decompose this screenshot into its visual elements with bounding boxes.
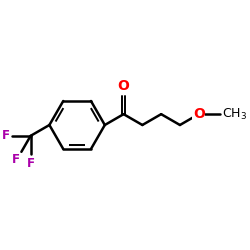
Text: F: F [26, 157, 34, 170]
Text: CH$_3$: CH$_3$ [222, 106, 247, 122]
Text: O: O [193, 107, 205, 121]
Text: F: F [2, 129, 10, 142]
Text: O: O [118, 78, 130, 92]
Text: F: F [12, 153, 20, 166]
